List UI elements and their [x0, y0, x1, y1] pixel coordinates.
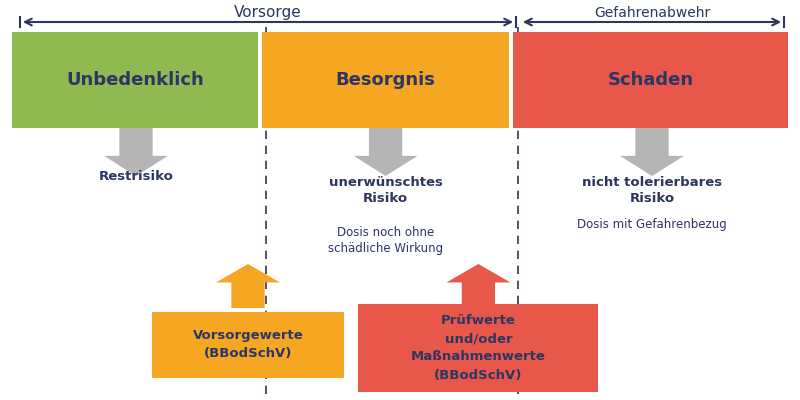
Polygon shape [446, 264, 510, 308]
Polygon shape [354, 128, 418, 176]
Text: Gefahrenabwehr: Gefahrenabwehr [594, 6, 710, 20]
FancyBboxPatch shape [358, 304, 598, 392]
Text: Besorgnis: Besorgnis [336, 71, 435, 89]
Text: Unbedenklich: Unbedenklich [66, 71, 204, 89]
Text: Vorsorgewerte
(BBodSchV): Vorsorgewerte (BBodSchV) [193, 330, 303, 360]
Text: Schaden: Schaden [607, 71, 694, 89]
Polygon shape [104, 128, 168, 176]
Text: nicht tolerierbares
Risiko: nicht tolerierbares Risiko [582, 176, 722, 205]
FancyBboxPatch shape [152, 312, 344, 378]
FancyBboxPatch shape [12, 32, 258, 128]
Polygon shape [620, 128, 684, 176]
Text: Prüfwerte
und/oder
Maßnahmenwerte
(BBodSchV): Prüfwerte und/oder Maßnahmenwerte (BBodS… [411, 314, 546, 382]
Text: Dosis mit Gefahrenbezug: Dosis mit Gefahrenbezug [577, 218, 727, 231]
Text: Dosis noch ohne
schädliche Wirkung: Dosis noch ohne schädliche Wirkung [328, 226, 443, 255]
Polygon shape [216, 264, 280, 308]
FancyBboxPatch shape [513, 32, 788, 128]
Text: Restrisiko: Restrisiko [98, 170, 174, 183]
Text: Vorsorge: Vorsorge [234, 5, 302, 20]
FancyBboxPatch shape [262, 32, 509, 128]
Text: unerwünschtes
Risiko: unerwünschtes Risiko [329, 176, 442, 205]
